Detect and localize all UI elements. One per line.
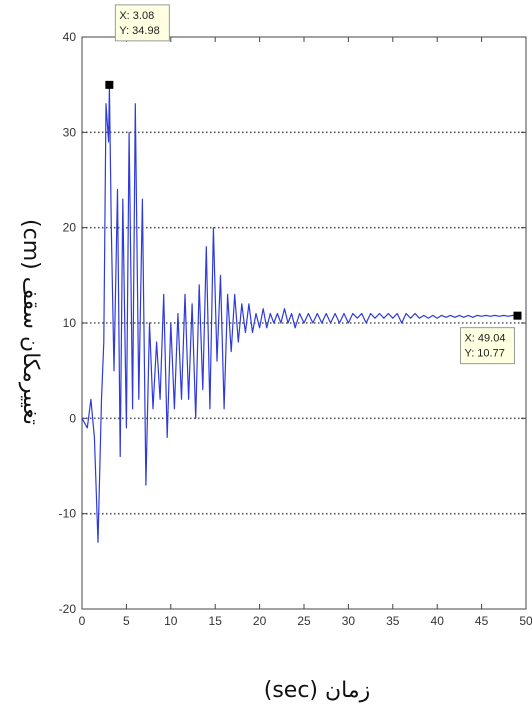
x-tick-label: 40	[431, 614, 445, 628]
data-tip-y: Y: 34.98	[119, 25, 159, 37]
data-tip-x: X: 49.04	[464, 333, 505, 345]
y-tick-label: -10	[59, 507, 77, 521]
y-tick-label: 0	[69, 411, 76, 425]
x-tick-label: 0	[79, 614, 86, 628]
data-tip-marker	[105, 80, 114, 89]
plot-area	[81, 84, 522, 543]
y-axis-label: تغییرمکان سقف (cm)	[18, 219, 43, 425]
x-tick-label: 20	[253, 614, 267, 628]
y-tick-label: -20	[59, 602, 77, 616]
y-tick-label: 20	[63, 221, 77, 235]
data-tip-box	[459, 327, 515, 365]
x-tick-label: 45	[475, 614, 489, 628]
x-tick-label: 30	[342, 614, 356, 628]
x-tick-label: 50	[519, 614, 532, 628]
axis-ticks: -20 -10 0 10 20 30 40 0 5 10 15 20 25 30 35 40 45 50	[59, 30, 532, 628]
x-tick-label: 10	[164, 614, 178, 628]
data-tip-box	[114, 4, 170, 42]
data-tip-y: Y: 10.77	[464, 348, 504, 360]
y-tick-label: 40	[63, 30, 77, 44]
x-axis-label: زمان (sec)	[264, 678, 371, 703]
x-tick-label: 15	[209, 614, 223, 628]
series-line	[81, 84, 522, 543]
x-tick-label: 35	[386, 614, 400, 628]
y-tick-label: 10	[63, 316, 77, 330]
data-tip-x: X: 3.08	[119, 10, 154, 22]
data-tip-marker	[513, 311, 522, 320]
data-tips: X: 3.08 Y: 34.98 X: 49.04 Y: 10.77	[105, 4, 522, 365]
x-tick-label: 5	[123, 614, 130, 628]
x-tick-label: 25	[297, 614, 311, 628]
y-tick-label: 30	[63, 125, 77, 139]
